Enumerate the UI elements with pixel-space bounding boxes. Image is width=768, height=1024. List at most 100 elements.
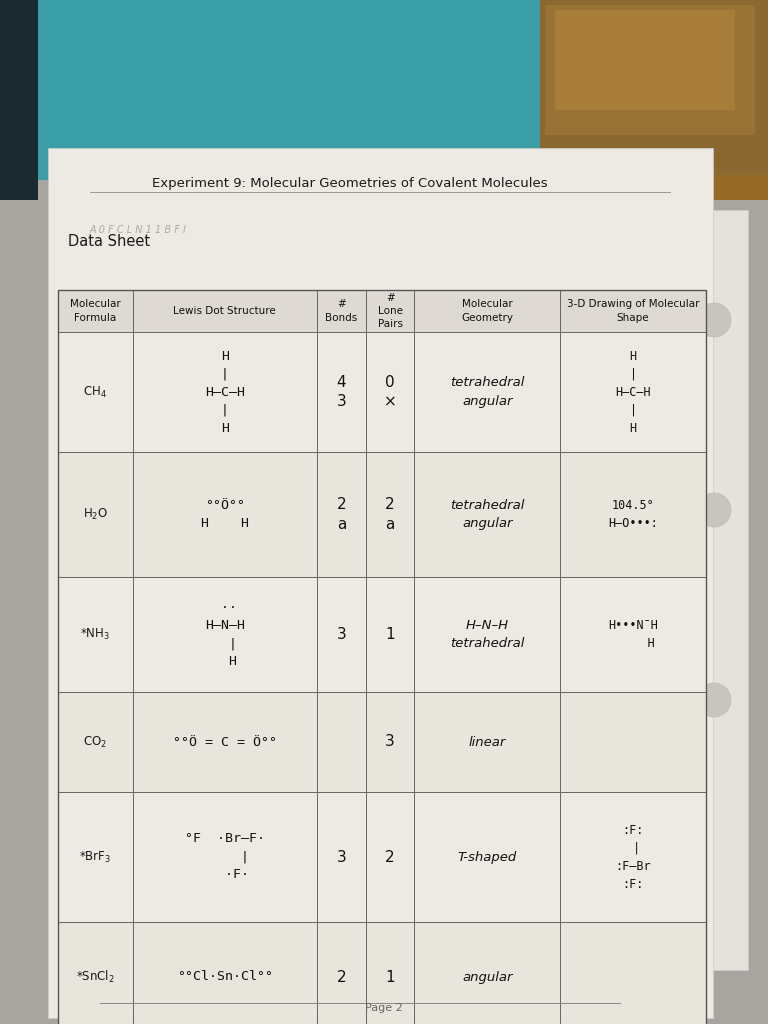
Text: #
Bonds: # Bonds (326, 299, 358, 323)
Text: 0
×: 0 × (384, 375, 396, 410)
Bar (560, 792, 706, 922)
Text: Page 2: Page 2 (365, 1002, 403, 1013)
Bar (680, 210, 748, 970)
Bar (58, 452, 133, 577)
Text: Molecular
Geometry: Molecular Geometry (462, 299, 513, 323)
Bar (366, 692, 415, 792)
Text: °°Ö = C = Ö°°: °°Ö = C = Ö°° (173, 735, 276, 749)
Bar (560, 922, 706, 1024)
Text: H•••NˉH
     H: H•••NˉH H (608, 618, 658, 650)
Text: Molecular
Formula: Molecular Formula (70, 299, 121, 323)
Text: H
|
H–C–H
|
H: H | H–C–H | H (615, 349, 651, 434)
Text: Data Sheet: Data Sheet (68, 234, 150, 250)
Bar (415, 792, 560, 922)
Text: H$_2$O: H$_2$O (83, 507, 108, 522)
Text: 2
a: 2 a (336, 497, 346, 531)
Bar (58, 577, 133, 692)
Bar (415, 922, 560, 1024)
Bar (0, 0, 38, 200)
Text: ··
H–N–H
  |
  H: ·· H–N–H | H (205, 601, 245, 668)
Text: Experiment 9: Molecular Geometries of Covalent Molecules: Experiment 9: Molecular Geometries of Co… (152, 176, 548, 189)
Bar (560, 332, 706, 452)
Text: CH$_4$: CH$_4$ (83, 384, 108, 399)
Bar (560, 0, 768, 200)
Bar (58, 290, 133, 332)
Text: 104.5°
H–O•••:: 104.5° H–O•••: (608, 499, 658, 530)
Text: 4
3: 4 3 (336, 375, 346, 410)
Text: *NH$_3$: *NH$_3$ (81, 627, 110, 642)
Text: °°Ö°°
H    H: °°Ö°° H H (201, 499, 249, 530)
Text: 1: 1 (386, 627, 395, 642)
Bar (317, 452, 366, 577)
Bar (58, 332, 133, 452)
Bar (133, 577, 317, 692)
Text: CO$_2$: CO$_2$ (83, 734, 108, 750)
Text: *SnCl$_2$: *SnCl$_2$ (76, 969, 114, 985)
Text: Lewis Dot Structure: Lewis Dot Structure (174, 306, 276, 316)
Bar (317, 792, 366, 922)
Bar (560, 692, 706, 792)
Bar (366, 332, 415, 452)
Text: 2: 2 (336, 970, 346, 984)
Text: 3: 3 (336, 850, 346, 864)
Bar (415, 290, 560, 332)
Text: H–N–H
tetrahedral: H–N–H tetrahedral (450, 618, 525, 650)
Text: H
|
H–C–H
|
H: H | H–C–H | H (205, 349, 245, 434)
Text: tetrahedral
angular: tetrahedral angular (450, 499, 525, 530)
Bar (415, 692, 560, 792)
Bar (317, 290, 366, 332)
Text: *BrF$_3$: *BrF$_3$ (79, 850, 111, 864)
Bar (133, 290, 317, 332)
Text: 3-D Drawing of Molecular
Shape: 3-D Drawing of Molecular Shape (567, 299, 700, 323)
Text: 1: 1 (386, 970, 395, 984)
Text: 2: 2 (386, 850, 395, 864)
Bar (317, 922, 366, 1024)
Bar (317, 577, 366, 692)
Text: 2
a: 2 a (386, 497, 395, 531)
Text: T-shaped: T-shaped (458, 851, 517, 863)
Bar (48, 148, 713, 1018)
Bar (560, 577, 706, 692)
Bar (366, 452, 415, 577)
Bar (133, 692, 317, 792)
Text: A 0 F C L N 1 1 B F I: A 0 F C L N 1 1 B F I (90, 225, 187, 234)
Bar (560, 290, 706, 332)
Circle shape (697, 303, 731, 337)
Text: angular: angular (462, 971, 512, 983)
Bar (35, 0, 595, 180)
Circle shape (697, 493, 731, 527)
Bar (317, 692, 366, 792)
Bar (366, 577, 415, 692)
Text: °F  ·Br–F·
     |
   ·F·: °F ·Br–F· | ·F· (185, 833, 265, 882)
Bar (0, 0, 38, 200)
Bar (58, 792, 133, 922)
Bar (58, 922, 133, 1024)
Bar (133, 792, 317, 922)
Text: :F:
 |
:F–Br
:F:: :F: | :F–Br :F: (615, 823, 651, 891)
Bar (415, 452, 560, 577)
Text: °°Cl·Sn·Cl°°: °°Cl·Sn·Cl°° (177, 971, 273, 983)
Bar (415, 577, 560, 692)
Bar (133, 922, 317, 1024)
Bar (366, 290, 415, 332)
Bar (58, 692, 133, 792)
Bar (133, 452, 317, 577)
Bar (366, 922, 415, 1024)
Bar (555, 10, 735, 110)
Text: 3: 3 (386, 734, 395, 750)
Bar (58, 290, 706, 1024)
Bar (560, 452, 706, 577)
Bar (415, 332, 560, 452)
Bar (133, 332, 317, 452)
Bar (38, 0, 568, 175)
Text: linear: linear (468, 735, 506, 749)
Bar (317, 332, 366, 452)
Text: 3: 3 (336, 627, 346, 642)
Bar (366, 792, 415, 922)
Bar (540, 0, 768, 175)
Circle shape (697, 683, 731, 717)
Bar (545, 5, 755, 135)
Bar (600, 0, 768, 200)
Text: #
Lone
Pairs: # Lone Pairs (378, 293, 402, 329)
Text: tetrahedral
angular: tetrahedral angular (450, 377, 525, 408)
